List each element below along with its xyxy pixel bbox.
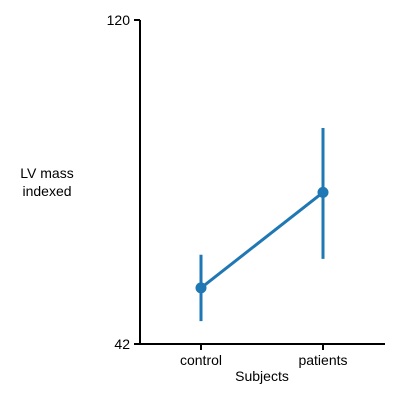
x-axis-label: Subjects — [235, 368, 289, 384]
y-axis-label-line-1: LV mass — [20, 165, 73, 181]
axes — [139, 20, 385, 345]
x-tick-label: patients — [298, 352, 347, 368]
series-line — [200, 191, 324, 290]
data-point — [317, 186, 329, 198]
y-axis-label-line-2: indexed — [22, 183, 71, 199]
x-tick-label: control — [180, 352, 222, 368]
x-ticks: control patients — [180, 344, 348, 368]
series-group — [195, 128, 329, 322]
data-point — [195, 282, 207, 294]
y-ticks: 42 120 — [107, 12, 140, 352]
y-tick-label: 120 — [107, 12, 131, 28]
y-tick-label: 42 — [114, 336, 130, 352]
